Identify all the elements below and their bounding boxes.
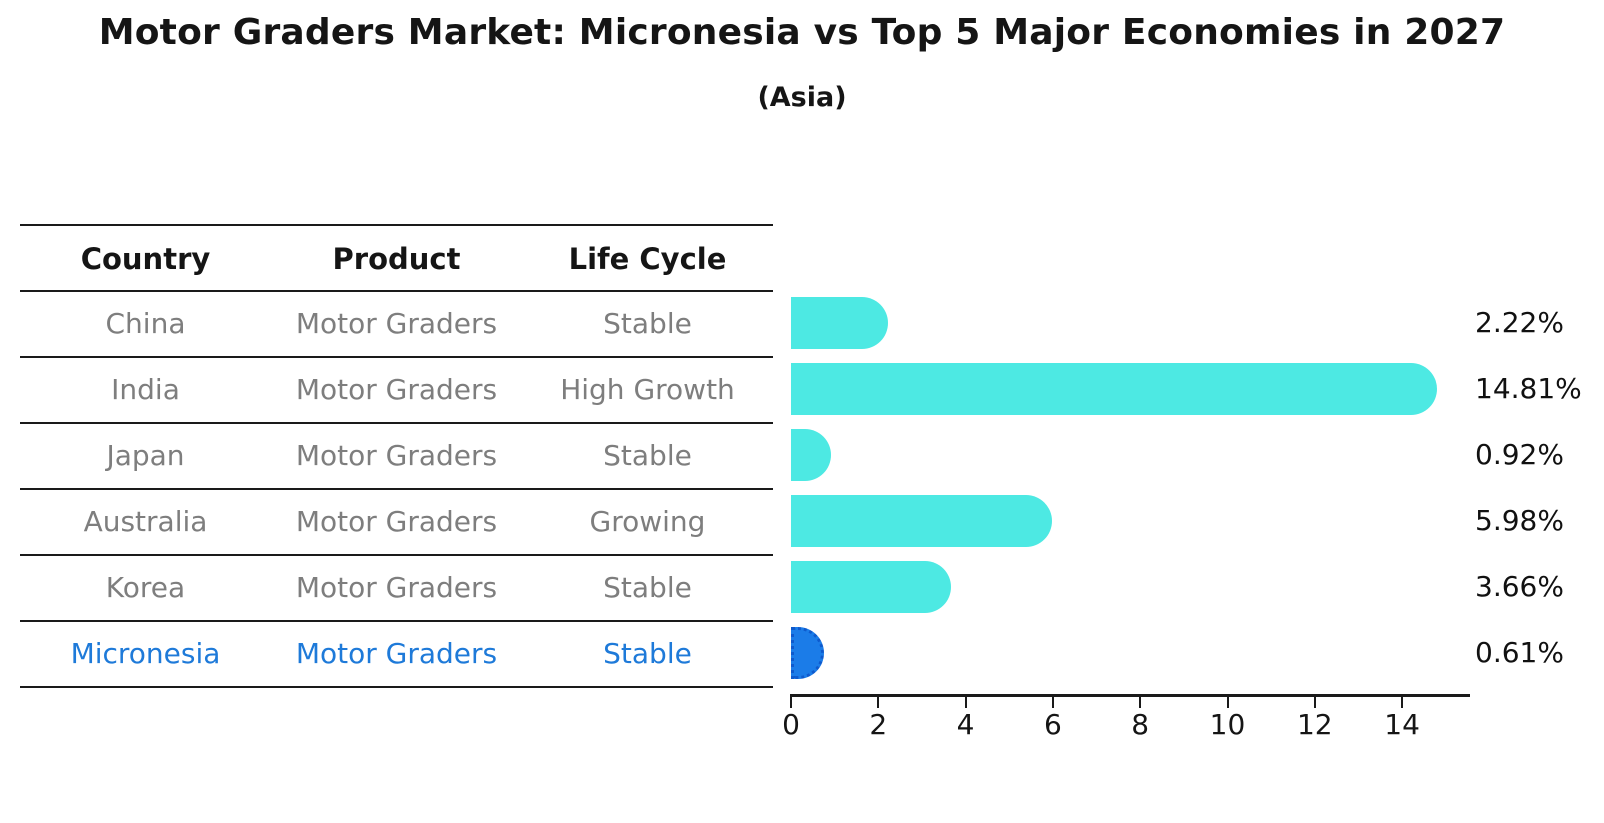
x-tick-label: 12 (1296, 708, 1333, 741)
table-cell-life-cycle: Stable (603, 570, 692, 604)
x-tick (877, 697, 880, 708)
x-tick (790, 697, 792, 708)
bar-india (791, 363, 1437, 415)
bar-australia (791, 495, 1052, 547)
table-header-row: Country Product Life Cycle (20, 226, 773, 292)
x-tick (1313, 697, 1316, 708)
table-rule (20, 290, 773, 292)
table-cell-life-cycle: Stable (603, 306, 692, 340)
table-cell-product: Motor Graders (295, 438, 498, 472)
table-rule (20, 554, 773, 556)
table-rule (20, 488, 773, 490)
x-tick-label: 6 (1043, 708, 1062, 741)
bar-japan (791, 429, 831, 481)
table-rule (20, 356, 773, 358)
x-axis-line (790, 694, 1470, 697)
table-cell-life-cycle: Growing (589, 504, 706, 538)
table-cell-life-cycle: Stable (603, 438, 692, 472)
table-cell-country: Korea (105, 570, 186, 604)
table-row: Korea Motor Graders Stable (20, 554, 773, 620)
x-tick-label: 0 (782, 708, 800, 741)
table-cell-life-cycle: Stable (603, 636, 692, 670)
x-tick (1226, 697, 1229, 708)
chart-subtitle: (Asia) (757, 82, 847, 113)
table-row: Micronesia Motor Graders Stable (20, 620, 773, 686)
table-cell-country: Australia (83, 504, 208, 538)
value-label: 3.66% (1475, 570, 1564, 603)
x-tick (1051, 697, 1054, 708)
column-header-life-cycle: Life Cycle (568, 242, 727, 276)
table-cell-country: India (111, 372, 180, 406)
value-label: 2.22% (1475, 306, 1564, 339)
table-cell-country: Micronesia (70, 636, 221, 670)
value-label: 5.98% (1475, 504, 1564, 537)
x-tick (1139, 697, 1142, 708)
column-header-product: Product (332, 242, 461, 276)
table-rule (20, 422, 773, 424)
table-row: China Motor Graders Stable (20, 290, 773, 356)
value-label: 0.61% (1475, 636, 1564, 669)
x-tick-label: 10 (1209, 708, 1246, 741)
table-rule (20, 686, 773, 688)
table-cell-life-cycle: High Growth (560, 372, 735, 406)
bar-korea (791, 561, 951, 613)
bar-highlight-micronesia (791, 627, 824, 679)
column-header-country: Country (80, 242, 211, 276)
chart-title: Motor Graders Market: Micronesia vs Top … (98, 12, 1506, 53)
table-rule (20, 620, 773, 622)
value-label: 14.81% (1475, 372, 1582, 405)
table-cell-country: China (105, 306, 186, 340)
x-tick-label: 4 (956, 708, 975, 741)
table-rule (20, 224, 773, 226)
table-cell-product: Motor Graders (295, 372, 498, 406)
x-tick-label: 8 (1131, 708, 1150, 741)
x-tick (1401, 697, 1404, 708)
table-row: Japan Motor Graders Stable (20, 422, 773, 488)
x-tick-label: 2 (869, 708, 888, 741)
table-row: India Motor Graders High Growth (20, 356, 773, 422)
bar-china (791, 297, 888, 349)
country-table: Country Product Life Cycle China Motor Gr… (20, 224, 773, 688)
table-cell-product: Motor Graders (295, 504, 498, 538)
table-cell-product: Motor Graders (295, 636, 498, 670)
value-label: 0.92% (1475, 438, 1564, 471)
table-cell-product: Motor Graders (295, 570, 498, 604)
table-row: Australia Motor Graders Growing (20, 488, 773, 554)
x-tick (964, 697, 967, 708)
table-cell-product: Motor Graders (295, 306, 498, 340)
x-tick-label: 14 (1384, 708, 1420, 741)
table-cell-country: Japan (106, 438, 185, 472)
